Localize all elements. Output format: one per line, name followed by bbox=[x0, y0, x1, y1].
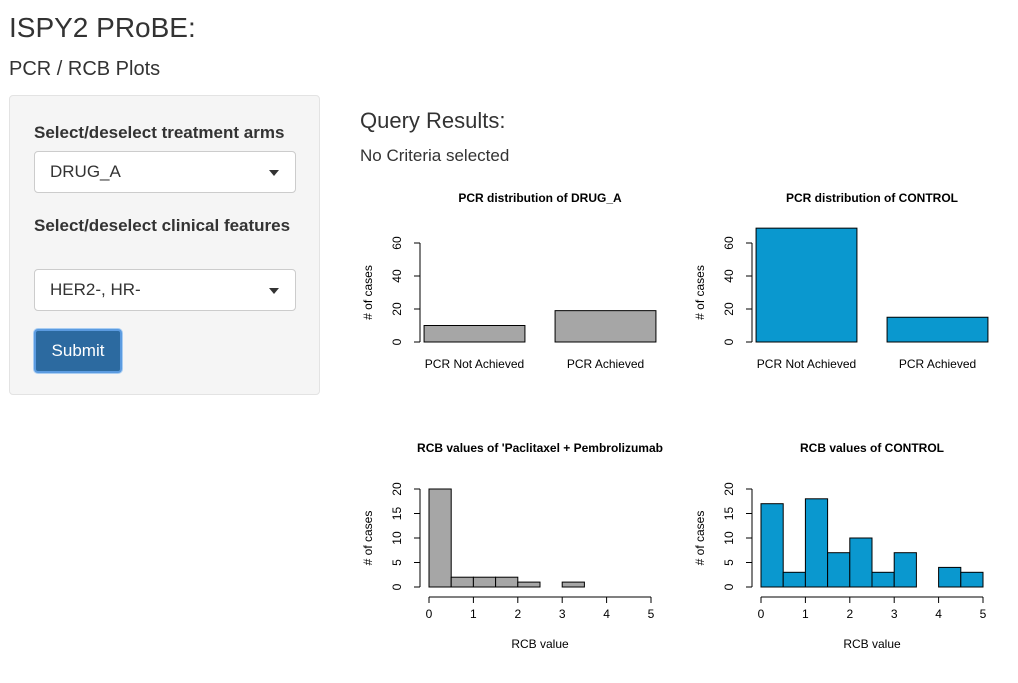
histogram-bar bbox=[827, 552, 851, 588]
histogram-bar bbox=[960, 571, 984, 588]
y-tick-label: 20 bbox=[722, 482, 736, 496]
y-axis-title: # of cases bbox=[693, 265, 707, 320]
x-tick-label: 1 bbox=[802, 607, 809, 621]
histogram-bar bbox=[804, 498, 829, 588]
x-tick-label: 2 bbox=[846, 607, 853, 621]
y-tick-label: 0 bbox=[390, 338, 404, 345]
app-title: ISPY2 PRoBE: bbox=[9, 12, 196, 43]
y-tick-label: 60 bbox=[390, 236, 404, 250]
x-tick-label: 0 bbox=[758, 607, 765, 621]
results-status: No Criteria selected bbox=[360, 146, 510, 165]
select[interactable]: DRUG_A bbox=[34, 151, 296, 193]
y-tick-label: 20 bbox=[390, 482, 404, 496]
histogram-bar bbox=[760, 503, 784, 588]
bar bbox=[886, 316, 989, 343]
y-axis-title: # of cases bbox=[361, 265, 375, 320]
histogram-bar bbox=[782, 571, 806, 588]
histogram-bar bbox=[938, 566, 962, 588]
y-tick-label: 20 bbox=[390, 302, 404, 316]
histogram-bar bbox=[517, 581, 541, 588]
x-tick-label: PCR Not Achieved bbox=[757, 357, 856, 371]
app-subtitle: PCR / RCB Plots bbox=[9, 58, 161, 80]
histogram-bar bbox=[561, 581, 585, 588]
x-tick-label: 4 bbox=[603, 607, 610, 621]
submit-button[interactable]: Submit bbox=[34, 329, 122, 373]
x-tick-label: 4 bbox=[935, 607, 942, 621]
y-tick-label: 0 bbox=[722, 338, 736, 345]
y-tick-label: 15 bbox=[390, 507, 404, 521]
bar bbox=[755, 227, 858, 343]
x-axis-title: RCB value bbox=[843, 637, 901, 651]
y-tick-label: 60 bbox=[722, 236, 736, 250]
x-tick-label: 3 bbox=[891, 607, 898, 621]
x-tick-label: 3 bbox=[559, 607, 566, 621]
chart-title: RCB values of 'Paclitaxel + Pembrolizuma… bbox=[417, 441, 663, 455]
x-tick-label: 0 bbox=[426, 607, 433, 621]
x-axis-title: RCB value bbox=[511, 637, 569, 651]
y-tick-label: 15 bbox=[722, 507, 736, 521]
x-tick-label: 1 bbox=[470, 607, 477, 621]
x-tick-label: PCR Achieved bbox=[567, 357, 644, 371]
y-axis-title: # of cases bbox=[361, 511, 375, 566]
chart-title: PCR distribution of DRUG_A bbox=[458, 191, 622, 205]
y-tick-label: 40 bbox=[390, 269, 404, 283]
x-tick-label: PCR Achieved bbox=[899, 357, 976, 371]
chart-title: RCB values of CONTROL bbox=[800, 441, 944, 455]
histogram-bar bbox=[849, 537, 873, 588]
field-label: Select/deselect treatment arms bbox=[34, 123, 285, 142]
bar bbox=[554, 310, 657, 343]
histogram-bar bbox=[893, 552, 917, 588]
y-tick-label: 10 bbox=[722, 531, 736, 545]
x-tick-label: 5 bbox=[648, 607, 655, 621]
sidebar: Select/deselect treatment arms DRUG_A Se… bbox=[9, 95, 320, 395]
results-title: Query Results: bbox=[360, 108, 506, 133]
histogram-bar bbox=[450, 576, 474, 588]
y-tick-label: 20 bbox=[722, 302, 736, 316]
y-tick-label: 0 bbox=[390, 583, 404, 590]
y-axis-title: # of cases bbox=[693, 511, 707, 566]
y-tick-label: 0 bbox=[722, 583, 736, 590]
y-tick-label: 40 bbox=[722, 269, 736, 283]
field-label: Select/deselect clinical features bbox=[34, 216, 291, 235]
histogram-bar bbox=[871, 571, 895, 588]
histogram-bar bbox=[495, 576, 519, 588]
x-tick-label: 2 bbox=[514, 607, 521, 621]
chart-title: PCR distribution of CONTROL bbox=[786, 191, 958, 205]
y-tick-label: 5 bbox=[390, 559, 404, 566]
histogram-bar bbox=[472, 576, 497, 588]
bar bbox=[423, 325, 526, 343]
histogram-bar bbox=[428, 488, 452, 588]
x-tick-label: PCR Not Achieved bbox=[425, 357, 524, 371]
x-tick-label: 5 bbox=[980, 607, 987, 621]
y-tick-label: 5 bbox=[722, 559, 736, 566]
y-tick-label: 10 bbox=[390, 531, 404, 545]
select[interactable]: HER2-, HR- bbox=[34, 269, 296, 311]
